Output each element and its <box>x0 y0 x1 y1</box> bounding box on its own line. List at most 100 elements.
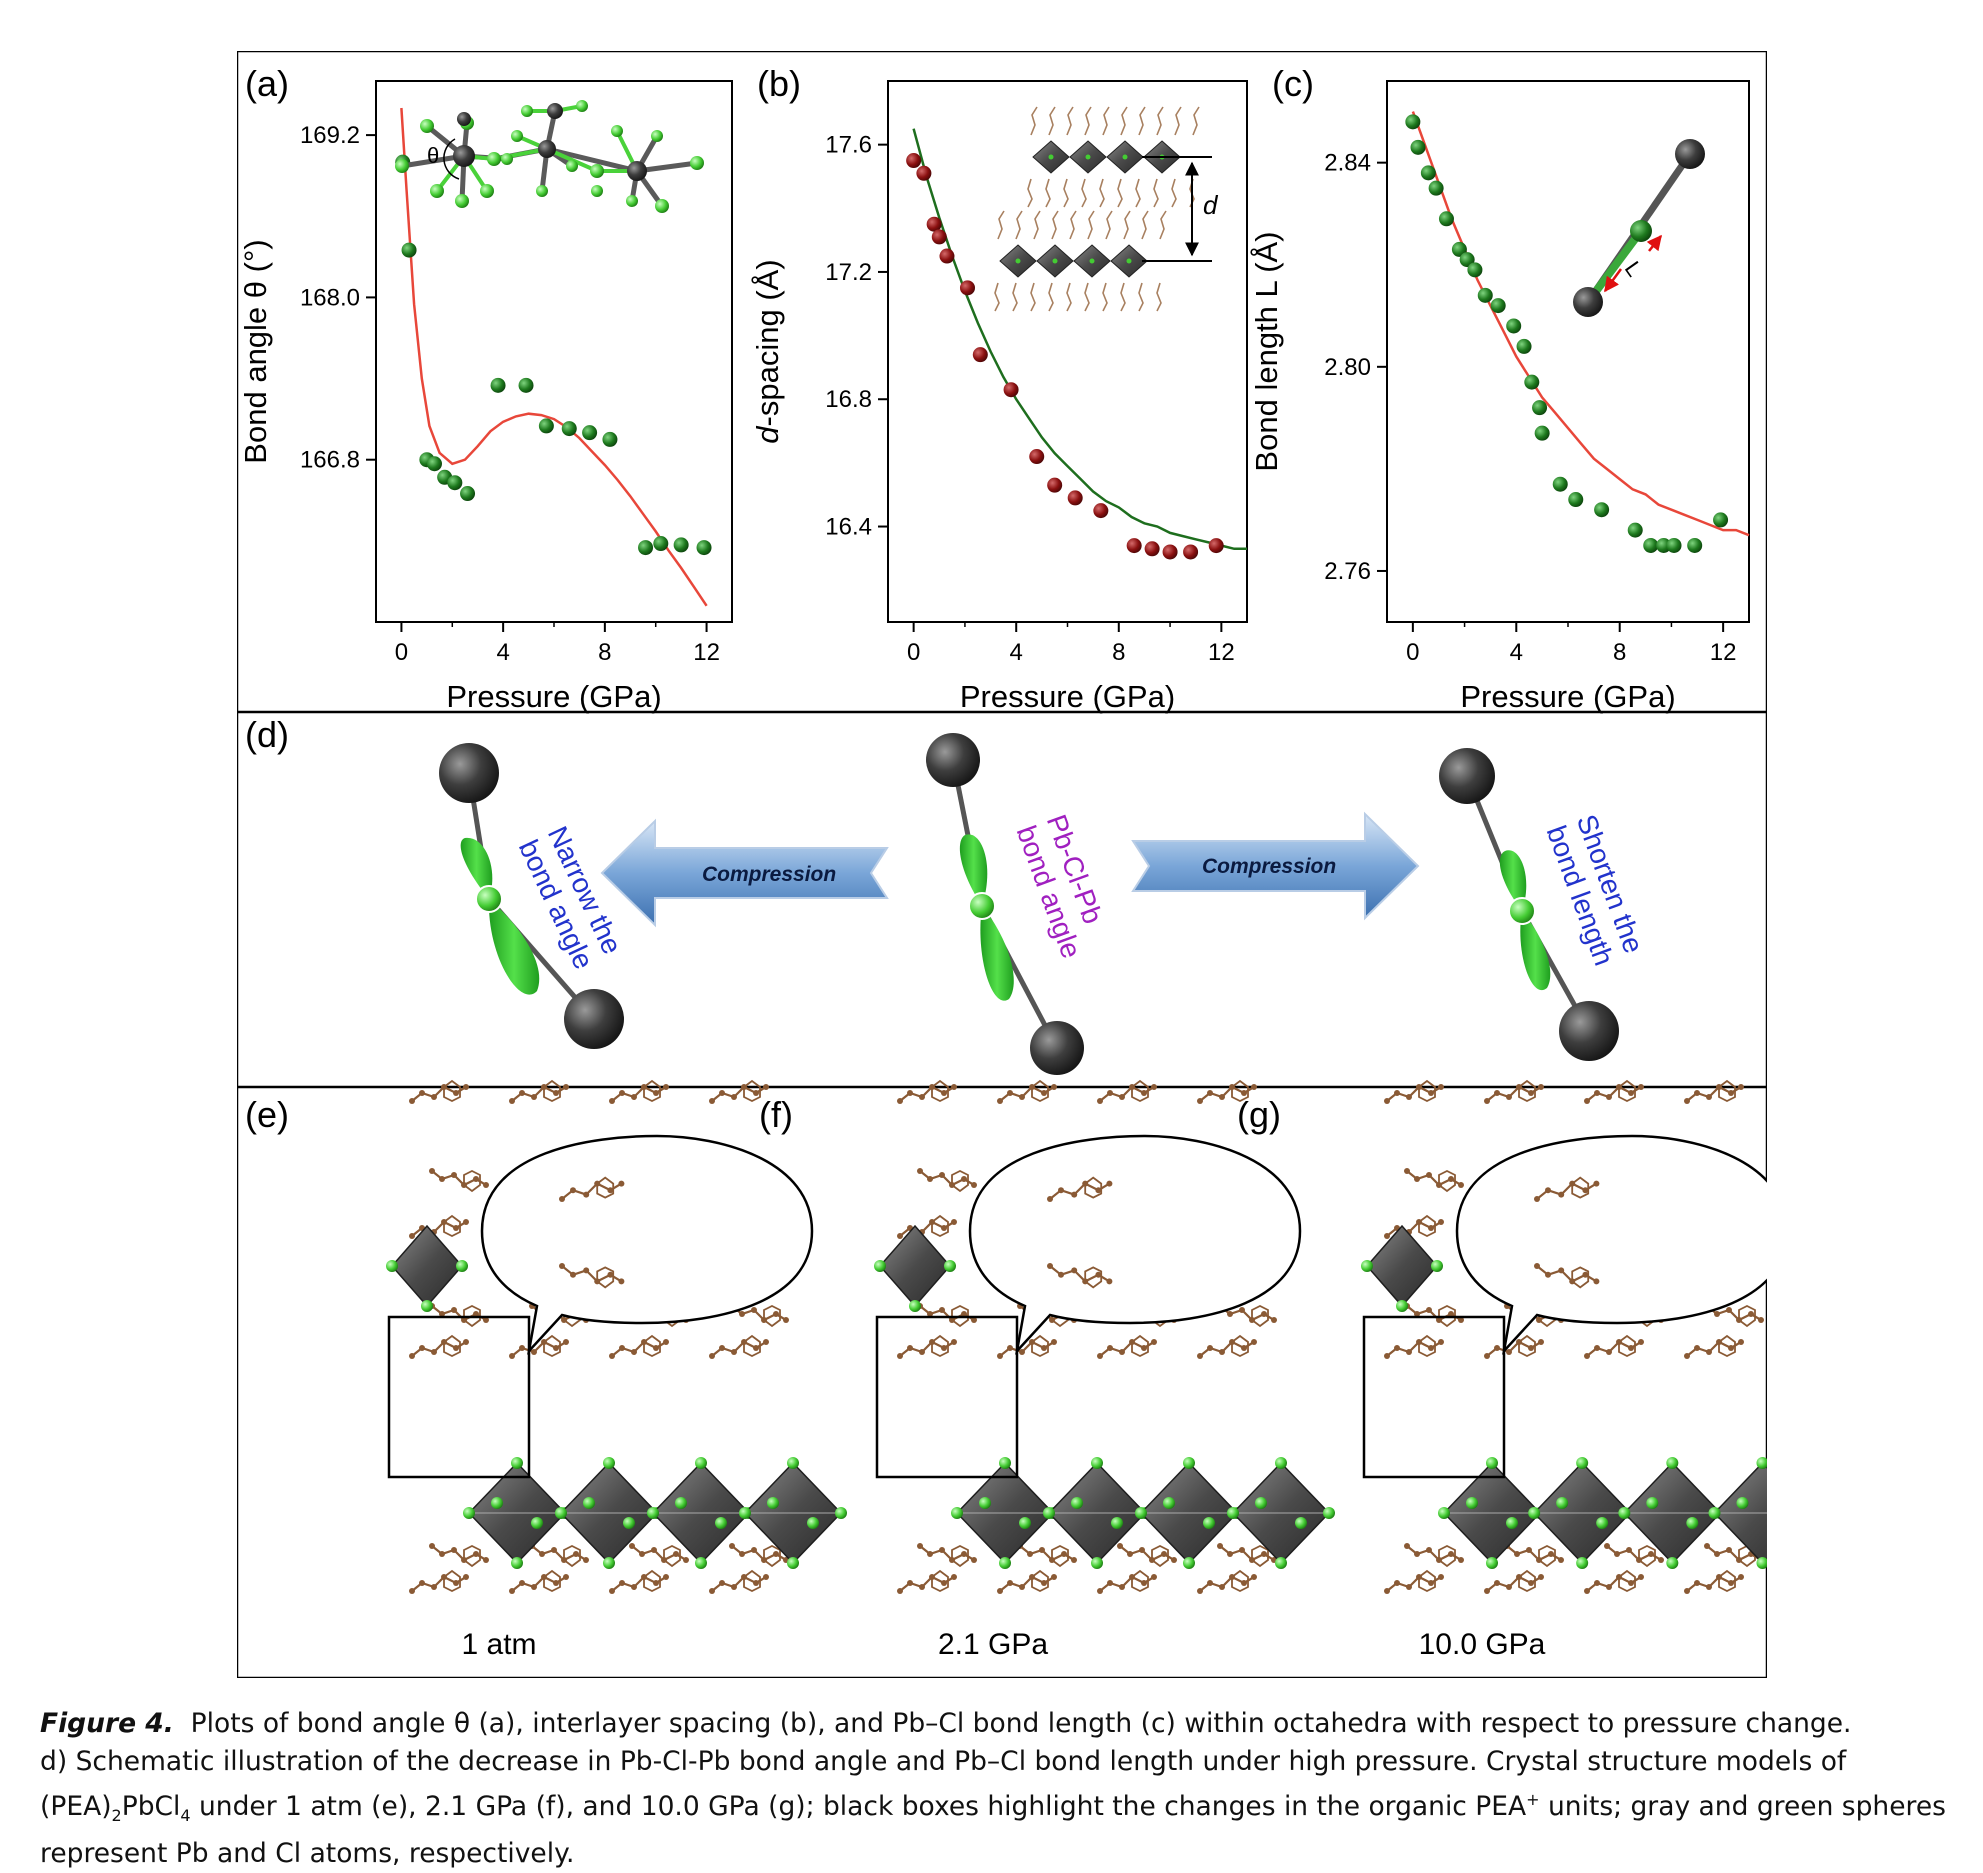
bent-bond-left: Narrow the bond angle <box>439 743 628 1049</box>
x-tick-label: 12 <box>1208 639 1235 666</box>
data-point-c <box>1713 512 1729 528</box>
y-axis-title: Bond length L (Å) <box>1249 231 1284 471</box>
highlight-box <box>1362 1315 1506 1479</box>
data-point-c <box>1524 374 1540 390</box>
y-axis-title: Bond angle θ (°) <box>238 239 273 463</box>
data-point-a <box>653 536 669 552</box>
compression-label-left: Compression <box>702 863 836 886</box>
bond-angle-inset: θ <box>395 100 704 213</box>
panel-b-label: (b) <box>757 63 801 104</box>
y-axis-title: d-spacing (Å) <box>750 259 785 443</box>
data-point-c <box>1459 252 1475 268</box>
y-tick-label: 2.84 <box>1324 150 1371 177</box>
caption-line-4: represent Pb and Cl atoms, respectively. <box>40 1838 575 1870</box>
data-point-c <box>1428 180 1444 196</box>
panel-e-caption: 1 atm <box>461 1628 536 1661</box>
data-point-c <box>1410 139 1426 155</box>
crystal-structure-row: (e) (f) (g) 1 atm 2.1 GPa 10.0 GPa <box>245 1079 1767 1661</box>
data-point-c <box>1666 537 1682 553</box>
fit-curve-a <box>400 107 708 607</box>
panel-f-caption: 2.1 GPa <box>938 1628 1048 1661</box>
figure-caption: Figure 4. Plots of bond angle θ (a), int… <box>40 1705 1960 1873</box>
data-point-b <box>906 153 922 169</box>
data-point-c <box>1552 476 1568 492</box>
data-point-c <box>1490 298 1506 314</box>
data-point-a <box>561 421 577 437</box>
y-tick-label: 169.2 <box>300 122 360 149</box>
x-tick-label: 8 <box>598 639 611 666</box>
panel-f-label: (f) <box>759 1094 793 1135</box>
data-point-c <box>1438 211 1454 227</box>
data-point-a <box>696 540 712 556</box>
d-spacing-inset: d <box>994 106 1219 312</box>
caption-line-1: Plots of bond angle θ (a), interlayer sp… <box>190 1708 1852 1739</box>
data-point-c <box>1477 287 1493 303</box>
data-point-b <box>1126 538 1142 554</box>
center-text: Pb-Cl-Pb bond angle <box>1011 811 1118 963</box>
panel-c: (c) 0 4 8 12 2.76 2.80 2.84 Pressure (GPa) Bond … <box>1249 63 1750 714</box>
panel-e-label: (e) <box>245 1094 289 1135</box>
data-point-a <box>426 456 442 472</box>
plot-a-area: 0 4 8 12 166.8 168.0 169.2 Pressure (GPa) Bond a… <box>238 80 733 714</box>
data-point-b <box>1067 490 1083 506</box>
x-axis-title: Pressure (GPa) <box>446 679 661 714</box>
data-point-a <box>490 377 506 393</box>
zoom-bubble <box>480 1134 814 1356</box>
data-point-c <box>1627 522 1643 538</box>
y-tick-label: 16.8 <box>825 386 872 413</box>
compression-label-right: Compression <box>1202 855 1336 878</box>
panel-b: (b) 0 4 8 12 16.4 16.8 17.2 17.6 Pressure (GPa) d… <box>750 63 1248 714</box>
data-point-c <box>1506 318 1522 334</box>
y-tick-label: 17.6 <box>825 132 872 159</box>
x-tick-label: 0 <box>907 639 920 666</box>
data-point-c <box>1532 400 1548 416</box>
caption-label: Figure 4. <box>40 1708 174 1739</box>
data-point-b <box>959 280 975 296</box>
caption-line-3: (PEA)2PbCl4 under 1 atm (e), 2.1 GPa (f)… <box>40 1790 1946 1826</box>
x-tick-label: 0 <box>1406 639 1419 666</box>
data-point-b <box>1029 449 1045 465</box>
data-point-a <box>460 486 476 502</box>
x-tick-label: 4 <box>496 639 509 666</box>
highlight-box <box>387 1315 531 1479</box>
crystal-structure <box>1361 1079 1767 1594</box>
data-point-b <box>1047 477 1063 493</box>
figure: (a) 0 4 8 12 166.8 168.0 169.2 Pressure (GPa) Bo… <box>237 51 1767 1678</box>
data-point-a <box>518 377 534 393</box>
data-point-a <box>638 540 654 556</box>
fit-curve-b <box>912 128 1247 551</box>
data-point-c <box>1656 537 1672 553</box>
panel-a: (a) 0 4 8 12 166.8 168.0 169.2 Pressure (GPa) Bo… <box>238 63 733 714</box>
y-tick-label: 17.2 <box>825 259 872 286</box>
data-point-c <box>1687 537 1703 553</box>
x-tick-label: 8 <box>1613 639 1626 666</box>
data-point-c <box>1467 262 1483 278</box>
data-point-c <box>1643 537 1659 553</box>
data-point-a <box>582 425 598 441</box>
x-axis-title: Pressure (GPa) <box>960 679 1175 714</box>
data-point-b <box>926 216 942 232</box>
data-point-b <box>1162 544 1178 560</box>
data-point-b <box>1003 382 1019 398</box>
theta-label: θ <box>427 143 439 168</box>
plot-c-area: 0 4 8 12 2.76 2.80 2.84 Pressure (GPa) Bond leng… <box>1249 80 1750 714</box>
caption-line-2: d) Schematic illustration of the decreas… <box>40 1746 1847 1777</box>
data-point-c <box>1568 492 1584 508</box>
data-point-c <box>1516 338 1532 354</box>
x-tick-label: 8 <box>1112 639 1125 666</box>
data-point-b <box>1183 544 1199 560</box>
data-point-c <box>1594 502 1610 518</box>
x-tick-label: 4 <box>1510 639 1523 666</box>
crystal-structure <box>874 1079 1335 1594</box>
panel-g-label: (g) <box>1237 1094 1281 1135</box>
data-point-c <box>1534 425 1550 441</box>
data-point-b <box>916 165 932 181</box>
crystal-structure <box>386 1079 847 1594</box>
x-tick-label: 0 <box>395 639 408 666</box>
data-point-b <box>931 229 947 245</box>
zoom-bubble <box>1455 1134 1767 1356</box>
data-point-b <box>1144 541 1160 557</box>
d-label: d <box>1203 190 1219 220</box>
fit-curve-c <box>1411 111 1750 537</box>
data-point-b <box>939 248 955 264</box>
